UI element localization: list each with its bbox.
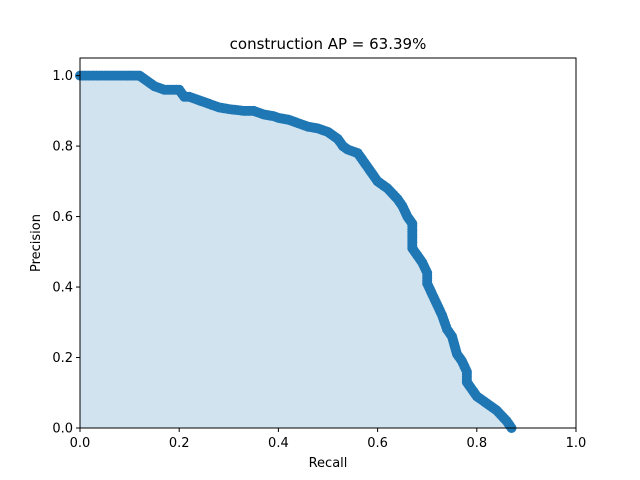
y-tick-label: 0.6	[52, 210, 73, 225]
y-tick-label: 1.0	[52, 69, 73, 84]
x-tick-label: 0.4	[268, 436, 289, 451]
y-tick-label: 0.2	[52, 351, 73, 366]
plot-area	[75, 70, 517, 433]
axes-frame	[79, 57, 577, 429]
y-tick-label: 0.8	[52, 140, 73, 155]
x-tick-label: 0.2	[169, 436, 190, 451]
y-axis-ticks: 0.0 0.2 0.4 0.6 0.8 1.0	[52, 69, 80, 437]
curve-markers	[75, 70, 517, 433]
x-tick-label: 0.0	[70, 436, 91, 451]
x-axis-label: Recall	[309, 456, 348, 471]
x-tick-label: 1.0	[566, 436, 587, 451]
y-tick-label: 0.0	[52, 422, 73, 437]
precision-recall-area-fill	[80, 75, 512, 429]
chart-title: construction AP = 63.39%	[230, 35, 427, 53]
y-axis-label: Precision	[29, 214, 44, 272]
x-axis-ticks: 0.0 0.2 0.4 0.6 0.8 1.0	[70, 428, 587, 451]
x-tick-label: 0.6	[367, 436, 388, 451]
y-tick-label: 0.4	[52, 281, 73, 296]
x-tick-label: 0.8	[466, 436, 487, 451]
